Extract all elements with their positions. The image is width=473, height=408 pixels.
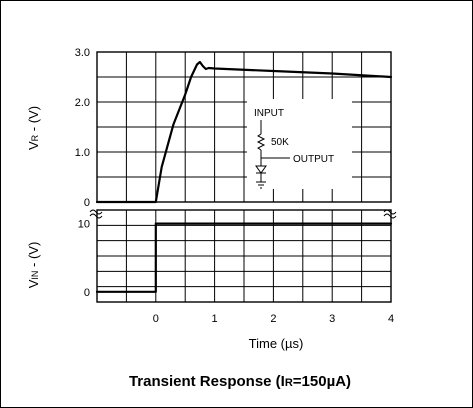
x-axis-label: Time (µs): [249, 336, 304, 351]
inset-input-label: INPUT: [254, 108, 284, 119]
upper-y-tick-label: 0: [84, 197, 90, 209]
upper-y-tick-label: 2.0: [75, 97, 90, 109]
upper-y-tick-label: 1.0: [75, 147, 90, 159]
x-tick-label: 0: [153, 313, 159, 325]
x-tick-label: 2: [270, 313, 276, 325]
lower-y-axis-label: VIN - (V): [26, 242, 41, 289]
chart-title: Transient Response (IR=150µA): [129, 373, 351, 390]
vin-step-curve: [95, 222, 393, 293]
upper-y-axis-label: VR - (V): [26, 106, 41, 150]
axis-break-left: [89, 209, 103, 219]
resistor-symbol: [256, 133, 266, 151]
lower-y-tick-label: 10: [78, 219, 90, 231]
data-curves: [95, 60, 393, 293]
plot-area-lower: [96, 209, 392, 303]
inset-output-label: OUTPUT: [293, 154, 334, 165]
axis-break-right: [383, 209, 397, 219]
x-tick-label: 1: [212, 313, 218, 325]
x-tick-label: 3: [329, 313, 335, 325]
upper-y-tick-label: 3.0: [75, 47, 90, 59]
plot-area-upper: [96, 51, 392, 203]
x-tick-label: 4: [388, 313, 394, 325]
lower-y-tick-label: 0: [84, 287, 90, 299]
vr-response-curve: [95, 60, 393, 204]
inset-resistor-label: 50K: [271, 137, 289, 148]
tick-labels: 0 1.0 2.0 3.0 0 10 0 1 2 3 4: [75, 47, 394, 325]
inset-circuit: INPUT 50K OUTPUT: [247, 99, 352, 189]
